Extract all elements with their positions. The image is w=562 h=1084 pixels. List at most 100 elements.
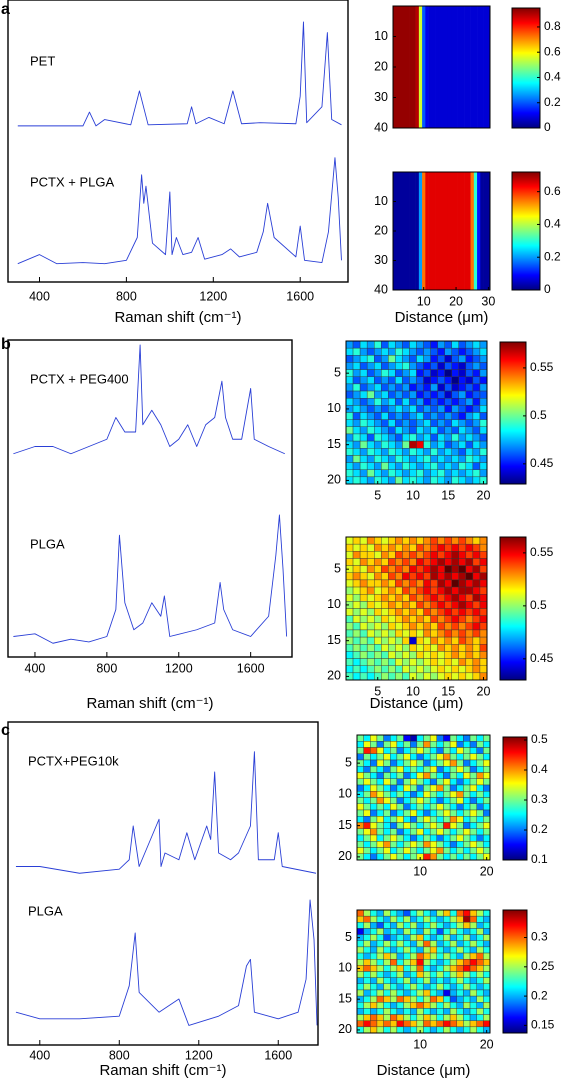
map-column [480,172,484,290]
map-cell [410,940,418,948]
map-cell [374,594,382,602]
map-cell [416,847,424,854]
map-cell [469,977,477,985]
map-column [441,6,446,128]
map-cell [430,644,438,652]
map-cell [345,651,354,659]
panel-letter: b [1,336,11,353]
map-cell [363,734,371,742]
map-cell [465,419,474,427]
map-cell [456,952,464,960]
map-cell [476,971,484,978]
map-cell [449,1002,457,1009]
map-cell [370,822,378,829]
map-cell [463,928,471,935]
map-cell [370,803,378,811]
map-cell [352,572,361,581]
map-cell [472,405,481,413]
map-cell [476,959,484,966]
map-cell [370,983,378,991]
map-cell [396,759,404,767]
map-cell [483,983,491,991]
map-cell [429,734,437,742]
map-cell [469,791,477,798]
map-cell [483,995,491,1003]
map-cell [374,622,382,631]
map-cell [423,340,431,349]
map-cell [423,822,431,829]
map-cell [463,946,471,954]
map-cell [395,629,403,638]
map-cell [436,747,444,754]
map-cell [429,791,437,798]
map-cell [395,658,403,666]
map-cell [388,405,396,413]
map-column [422,172,426,290]
map-cell [423,1002,431,1009]
map-cell [469,915,477,923]
spectrum [13,514,288,644]
map-cell [381,543,389,552]
map-cell [430,601,438,609]
map-cell [469,803,477,811]
map-cell [395,594,403,602]
map-cell [352,426,361,435]
map-cell [436,834,444,842]
map-cell [472,469,481,478]
map-cell [423,412,431,420]
map-cell [359,376,368,385]
spectrum [17,157,342,265]
map-cell [449,989,457,997]
map-cell [423,778,431,786]
map-cell [416,419,424,427]
map-cell [352,419,361,427]
map-cell [359,340,368,349]
map-cell [403,977,411,985]
map-cell [363,1008,371,1015]
map-cell [402,426,410,435]
map-cell [463,822,471,829]
map-column [473,172,478,290]
map-cell [376,741,384,748]
map-cell [376,965,384,972]
map-cell [390,841,398,848]
map-cell [476,909,484,917]
map-cell [388,565,396,573]
map-cell [465,608,474,616]
map-cell [444,572,452,581]
map-column [464,172,468,290]
map-cell [469,772,477,779]
map-cell [374,383,382,392]
map-cell [472,362,481,370]
map-cell [359,601,368,609]
map-cell [383,791,391,798]
map-cell [396,1026,404,1034]
map-cell [410,734,418,742]
map-cell [472,636,481,645]
map-cell [345,469,354,478]
map-cell [359,629,368,638]
map-cell [363,977,371,985]
map-cell [376,809,384,817]
map-cell [381,455,389,463]
map-cell [352,651,361,659]
colorbar-label: 0.15 [531,1018,555,1032]
map-cell [366,586,375,595]
map-cell [410,772,418,779]
map-cell [416,469,424,478]
map-cell [366,469,375,478]
map-cell [465,622,474,631]
map-cell [359,448,368,456]
map-cell [458,586,467,595]
map-cell [479,558,488,566]
map-cell [409,608,417,616]
map-cell [449,995,457,1003]
map-cell [383,834,391,842]
map-cell [410,803,418,811]
map-cell [472,672,481,681]
map-cell [469,747,477,754]
map-cell [429,753,437,761]
map-cell [416,347,424,356]
map-cell [437,412,445,420]
map-cell [443,853,451,861]
